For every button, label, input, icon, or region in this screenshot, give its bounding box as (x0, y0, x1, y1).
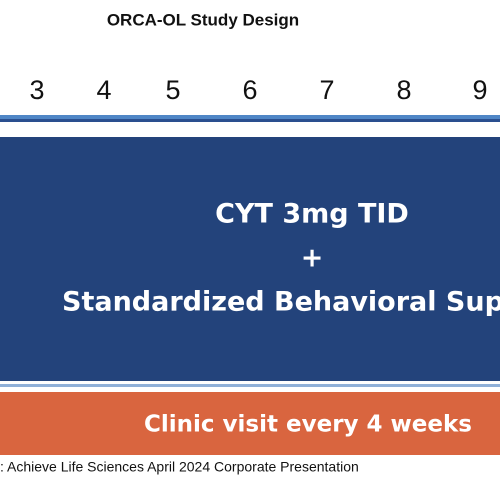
treatment-drug: CYT 3mg TID (215, 199, 409, 230)
title: ORCA-OL Study Design (107, 10, 299, 29)
week-axis: 3 4 5 6 7 8 9 (29, 75, 487, 105)
week-label: 5 (165, 75, 180, 105)
week-label: 8 (396, 75, 411, 105)
treatment-plus: + (301, 243, 324, 274)
separator (0, 384, 500, 387)
timeline-rule (0, 115, 500, 119)
week-label: 3 (29, 75, 44, 105)
week-label: 6 (242, 75, 257, 105)
footer-source: : Achieve Life Sciences April 2024 Corpo… (0, 459, 359, 475)
week-label: 9 (472, 75, 487, 105)
week-label: 4 (96, 75, 111, 105)
visit-label: Clinic visit every 4 weeks (144, 412, 472, 438)
timeline-rule-dark (0, 119, 500, 122)
treatment-support: Standardized Behavioral Sup (62, 287, 500, 318)
treatment-block (0, 137, 500, 381)
week-label: 7 (319, 75, 334, 105)
visit-block (0, 392, 500, 455)
